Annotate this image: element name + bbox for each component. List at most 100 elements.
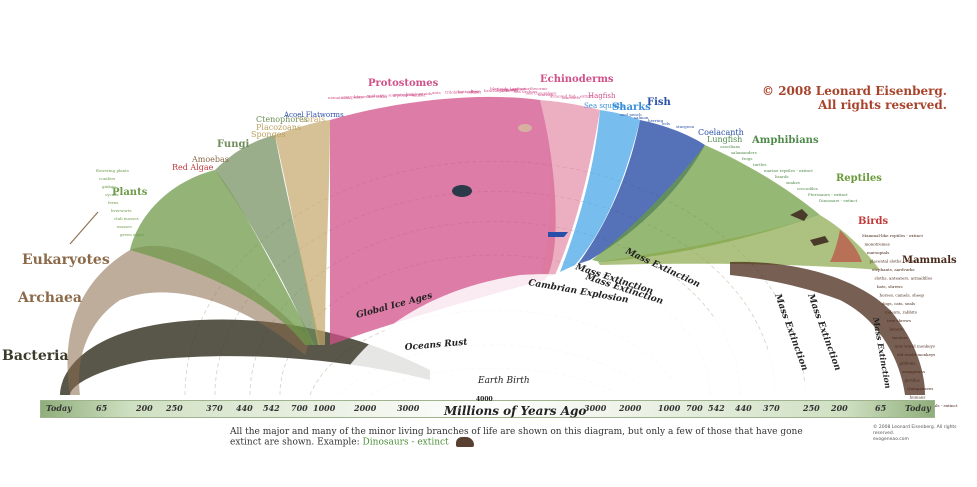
label-archaea: Archaea — [17, 290, 82, 306]
small-label: ants — [432, 90, 441, 95]
small-label: salmon — [634, 115, 649, 120]
small-label: elephants, aardvarks — [872, 267, 915, 272]
label-hagfish: Hagfish — [588, 92, 616, 100]
copyright-notice: © 2008 Leonard Eisenberg. All rights res… — [762, 84, 947, 112]
scale-label: 3000 — [584, 403, 607, 413]
time-scale-bar: Today 65 200 250 370 440 542 700 1000 2000 3000 30… — [40, 400, 935, 418]
small-label: lizards — [775, 174, 789, 179]
small-label: bivalves — [406, 91, 422, 96]
small-label: salamanders — [731, 150, 757, 155]
scale-label: 440 — [236, 403, 253, 413]
small-label: snakes — [786, 180, 800, 185]
small-label: Pterosaurs - extinct — [808, 192, 848, 197]
small-label: crocodiles — [797, 186, 818, 191]
ammonite-icon — [518, 124, 532, 132]
label-fungi: Fungi — [217, 139, 249, 150]
small-label: spiders — [367, 93, 382, 98]
small-label: sea scorpions - extinct — [380, 93, 426, 98]
small-label: green algae — [120, 232, 145, 237]
small-label: ginkgo — [102, 184, 116, 189]
small-label: caecilians — [720, 144, 740, 149]
scale-label: 3000 — [397, 403, 420, 413]
scale-label: Today — [905, 403, 931, 413]
label-red-algae: Red Algae — [172, 163, 214, 172]
copyright-line-1: © 2008 Leonard Eisenberg. — [762, 84, 947, 98]
label-eukaryotes: Eukaryotes — [22, 252, 110, 268]
scale-label: 65 — [96, 403, 108, 413]
label-mass-extinction-5: Mass Extinction — [805, 292, 842, 372]
small-label: eels — [662, 121, 670, 126]
fine-print-line-1: © 2008 Leonard Eisenberg. All rights res… — [873, 425, 957, 436]
small-label: sloths, anteaters, armadillos — [875, 276, 933, 281]
label-sharks: Sharks — [612, 102, 651, 113]
small-label: cycads — [105, 192, 119, 197]
label-sponges: Sponges — [251, 130, 286, 139]
label-echinoderms: Echinoderms — [540, 74, 614, 85]
small-label: monotremes — [865, 242, 890, 247]
label-plants: Plants — [112, 187, 148, 198]
fine-print: © 2008 Leonard Eisenberg. All rights res… — [873, 425, 973, 443]
small-label: liverworts — [111, 208, 132, 213]
small-label: earthworms — [523, 86, 547, 91]
small-label: placental sloths - extinct — [870, 259, 920, 264]
label-earth-birth: Earth Birth — [477, 376, 530, 386]
label-bacteria: Bacteria — [2, 348, 69, 364]
small-label: ferns — [108, 200, 118, 205]
dinosaur-icon — [790, 209, 808, 221]
label-amoebas: Amoebas — [191, 155, 229, 164]
label-placozoans: Placozoans — [256, 123, 301, 132]
scale-label: 1000 — [313, 403, 336, 413]
label-fish: Fish — [647, 97, 672, 108]
small-label: humans — [910, 395, 926, 400]
small-label: dogs, cats, seals — [882, 301, 915, 306]
small-label: starfish — [538, 92, 554, 97]
mammals-branches — [730, 261, 925, 395]
small-label: lemurs — [890, 327, 904, 332]
caption-text: All the major and many of the minor livi… — [230, 427, 803, 448]
small-label: centipedes — [341, 94, 363, 99]
scale-label: 2000 — [619, 403, 642, 413]
small-label: brachiopods — [484, 88, 509, 93]
small-label: trilobites - extinct — [445, 90, 482, 95]
small-label: tarsiers — [892, 335, 908, 340]
small-label: new world monkeys — [895, 344, 935, 349]
scale-label: 370 — [206, 403, 223, 413]
small-label: Dinosaurs - extinct — [819, 198, 858, 203]
small-label: tree shrews — [887, 318, 911, 323]
small-label: butterflies — [458, 89, 479, 94]
small-label: horseshoe crabs — [354, 94, 387, 99]
time-axis-title: Millions of Years Ago — [444, 404, 587, 418]
label-lungfish: Lungfish — [707, 135, 742, 144]
small-label: old world monkeys — [897, 352, 935, 357]
small-label: turtles — [753, 162, 766, 167]
raptor-icon — [810, 236, 829, 246]
trilobite-icon — [452, 185, 472, 197]
mammal-small-labels: Mammal-like reptiles - extinct monotremes… — [862, 233, 958, 408]
small-label: sea cucumbers — [526, 91, 556, 96]
small-label: sea urchins — [514, 89, 537, 94]
scale-label: 200 — [136, 403, 153, 413]
caption-example: Dinosaurs - extinct — [362, 437, 449, 448]
small-label: orangutans — [902, 369, 925, 374]
small-label: frogs — [742, 156, 752, 161]
label-amphibians: Amphibians — [751, 135, 819, 146]
fine-print-line-2: evogeneao.com — [873, 437, 909, 442]
scale-label: 250 — [166, 403, 183, 413]
birds-branches — [830, 230, 862, 262]
scale-label: 200 — [831, 403, 848, 413]
label-sea-squirts: Sea squirts — [584, 102, 624, 110]
small-label: conifers — [99, 176, 115, 181]
eukaryotes-arrow — [69, 211, 99, 245]
time-axis-center: 4000 — [476, 396, 493, 403]
small-label: marine reptiles - extinct — [764, 168, 813, 173]
small-label: nematodes — [328, 95, 350, 100]
small-label: armored fish - extinct — [550, 94, 594, 99]
amphibian-small-labels: caecilianssalamandersfrogsturtlesmarine … — [720, 144, 858, 203]
small-label: bryozoans — [497, 87, 518, 92]
dinosaur-caption-icon — [455, 437, 474, 447]
scale-label: 370 — [763, 403, 780, 413]
small-label: Mammal-like reptiles - extinct — [862, 233, 923, 238]
